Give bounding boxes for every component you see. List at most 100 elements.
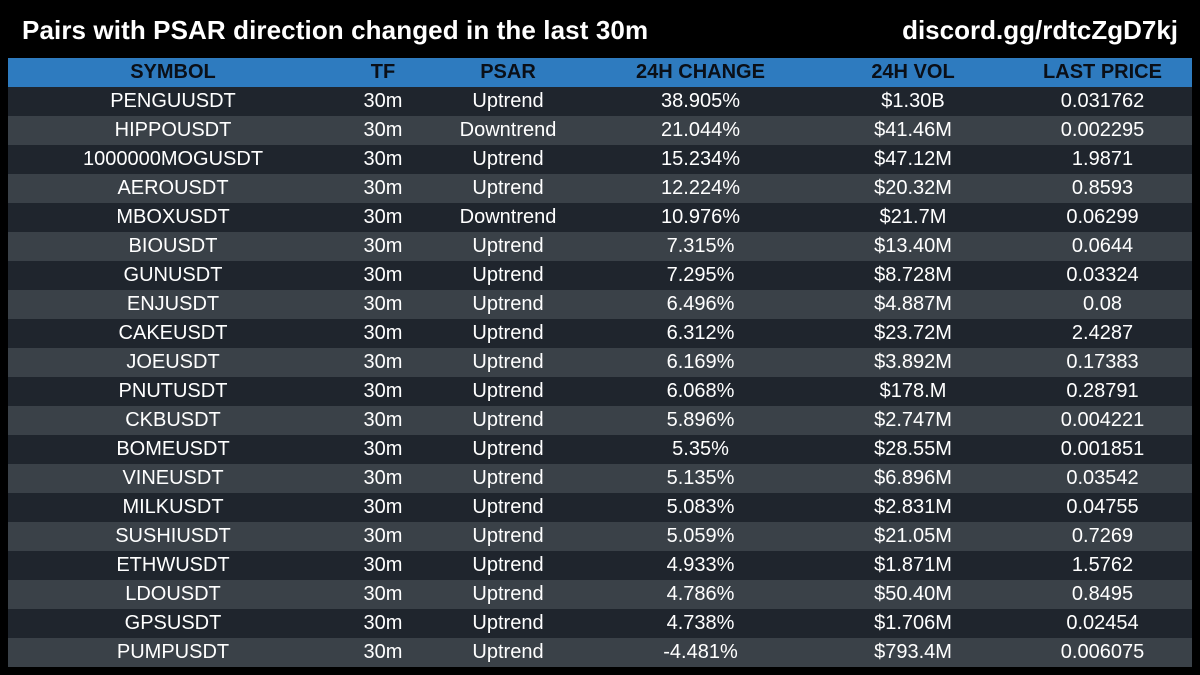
- cell-24h-change: 6.496%: [666, 293, 735, 315]
- cell-last-price: 0.8495: [1071, 583, 1134, 605]
- cell-last-price: 0.17383: [1066, 351, 1139, 373]
- cell-24h-vol: $23.72M: [874, 322, 952, 344]
- cell-tf: 30m: [363, 438, 403, 460]
- column-header-last-price[interactable]: LAST PRICE: [1043, 61, 1162, 83]
- cell-last-price: 1.9871: [1071, 148, 1134, 170]
- cell-psar: Uptrend: [472, 641, 544, 663]
- column-header-psar[interactable]: PSAR: [480, 61, 536, 83]
- cell-tf: 30m: [363, 235, 403, 257]
- cell-psar: Uptrend: [472, 380, 544, 402]
- cell-symbol: PNUTUSDT: [118, 380, 228, 402]
- cell-tf: 30m: [363, 322, 403, 344]
- cell-symbol: 1000000MOGUSDT: [82, 148, 264, 170]
- cell-tf: 30m: [363, 467, 403, 489]
- cell-last-price: 0.06299: [1066, 206, 1139, 228]
- cell-symbol: CAKEUSDT: [118, 322, 228, 344]
- cell-psar: Uptrend: [472, 322, 544, 344]
- cell-tf: 30m: [363, 177, 403, 199]
- cell-24h-change: 7.295%: [666, 264, 735, 286]
- cell-tf: 30m: [363, 612, 403, 634]
- table-row: CAKEUSDT 30m Uptrend 6.312% $23.72M 2.4287: [8, 319, 1192, 348]
- table-row: LDOUSDT 30m Uptrend 4.786% $50.40M 0.8495: [8, 580, 1192, 609]
- cell-24h-change: 4.738%: [666, 612, 735, 634]
- table-row: AEROUSDT 30m Uptrend 12.224% $20.32M 0.8593: [8, 174, 1192, 203]
- table-row: CKBUSDT 30m Uptrend 5.896% $2.747M 0.004221: [8, 406, 1192, 435]
- cell-24h-change: 38.905%: [661, 90, 740, 112]
- cell-24h-change: 5.135%: [666, 467, 735, 489]
- table-row: 1000000MOGUSDT 30m Uptrend 15.234% $47.12M 1.…: [8, 145, 1192, 174]
- cell-psar: Uptrend: [472, 583, 544, 605]
- cell-last-price: 0.7269: [1071, 525, 1134, 547]
- cell-symbol: ETHWUSDT: [116, 554, 230, 576]
- cell-24h-vol: $2.747M: [874, 409, 952, 431]
- cell-tf: 30m: [363, 293, 403, 315]
- cell-24h-vol: $178.M: [879, 380, 947, 402]
- cell-24h-change: 5.059%: [666, 525, 735, 547]
- cell-24h-vol: $20.32M: [874, 177, 952, 199]
- cell-last-price: 2.4287: [1071, 322, 1134, 344]
- cell-24h-vol: $47.12M: [874, 148, 952, 170]
- table-row: ENJUSDT 30m Uptrend 6.496% $4.887M 0.08: [8, 290, 1192, 319]
- cell-24h-vol: $1.706M: [874, 612, 952, 634]
- table-row: PNUTUSDT 30m Uptrend 6.068% $178.M 0.28791: [8, 377, 1192, 406]
- cell-24h-change: 6.068%: [666, 380, 735, 402]
- cell-psar: Uptrend: [472, 90, 544, 112]
- cell-tf: 30m: [363, 496, 403, 518]
- cell-24h-change: 5.35%: [672, 438, 729, 460]
- cell-24h-vol: $1.871M: [874, 554, 952, 576]
- cell-24h-vol: $8.728M: [874, 264, 952, 286]
- cell-psar: Uptrend: [472, 612, 544, 634]
- column-header-symbol[interactable]: SYMBOL: [130, 61, 216, 83]
- table-row: JOEUSDT 30m Uptrend 6.169% $3.892M 0.17383: [8, 348, 1192, 377]
- cell-tf: 30m: [363, 90, 403, 112]
- cell-last-price: 0.004221: [1060, 409, 1145, 431]
- cell-24h-vol: $4.887M: [874, 293, 952, 315]
- column-header-24h-vol[interactable]: 24H VOL: [871, 61, 955, 83]
- cell-last-price: 0.03324: [1066, 264, 1139, 286]
- cell-tf: 30m: [363, 148, 403, 170]
- cell-tf: 30m: [363, 119, 403, 141]
- cell-tf: 30m: [363, 206, 403, 228]
- cell-symbol: BOMEUSDT: [116, 438, 230, 460]
- cell-24h-change: 6.312%: [666, 322, 735, 344]
- cell-tf: 30m: [363, 409, 403, 431]
- cell-last-price: 0.002295: [1060, 119, 1145, 141]
- cell-symbol: PENGUUSDT: [110, 90, 236, 112]
- table-body: PENGUUSDT 30m Uptrend 38.905% $1.30B 0.031762…: [8, 87, 1192, 667]
- table-row: MBOXUSDT 30m Downtrend 10.976% $21.7M 0.06299: [8, 203, 1192, 232]
- cell-psar: Uptrend: [472, 467, 544, 489]
- cell-last-price: 1.5762: [1071, 554, 1134, 576]
- cell-last-price: 0.006075: [1060, 641, 1145, 663]
- table-row: PUMPUSDT 30m Uptrend -4.481% $793.4M 0.006075: [8, 638, 1192, 667]
- cell-last-price: 0.03542: [1066, 467, 1139, 489]
- table-row: GPSUSDT 30m Uptrend 4.738% $1.706M 0.02454: [8, 609, 1192, 638]
- cell-symbol: GPSUSDT: [124, 612, 222, 634]
- cell-psar: Downtrend: [459, 206, 557, 228]
- cell-24h-change: 10.976%: [661, 206, 740, 228]
- cell-symbol: MBOXUSDT: [116, 206, 230, 228]
- table-row: VINEUSDT 30m Uptrend 5.135% $6.896M 0.03542: [8, 464, 1192, 493]
- cell-last-price: 0.031762: [1060, 90, 1145, 112]
- cell-24h-vol: $2.831M: [874, 496, 952, 518]
- column-header-tf[interactable]: TF: [370, 61, 396, 83]
- discord-link[interactable]: discord.gg/rdtcZgD7kj: [902, 15, 1178, 45]
- cell-24h-change: 7.315%: [666, 235, 735, 257]
- cell-symbol: HIPPOUSDT: [114, 119, 232, 141]
- cell-symbol: GUNUSDT: [123, 264, 223, 286]
- cell-24h-vol: $21.7M: [879, 206, 947, 228]
- cell-last-price: 0.0644: [1071, 235, 1134, 257]
- cell-24h-change: 15.234%: [661, 148, 740, 170]
- cell-24h-change: 5.083%: [666, 496, 735, 518]
- cell-24h-change: 5.896%: [666, 409, 735, 431]
- table-row: ETHWUSDT 30m Uptrend 4.933% $1.871M 1.5762: [8, 551, 1192, 580]
- column-header-24h-change[interactable]: 24H CHANGE: [636, 61, 765, 83]
- cell-24h-vol: $50.40M: [874, 583, 952, 605]
- cell-tf: 30m: [363, 351, 403, 373]
- cell-24h-vol: $41.46M: [874, 119, 952, 141]
- cell-24h-change: 4.933%: [666, 554, 735, 576]
- cell-psar: Uptrend: [472, 264, 544, 286]
- cell-psar: Uptrend: [472, 177, 544, 199]
- cell-tf: 30m: [363, 525, 403, 547]
- page-title: Pairs with PSAR direction changed in the…: [22, 15, 649, 45]
- cell-symbol: LDOUSDT: [125, 583, 221, 605]
